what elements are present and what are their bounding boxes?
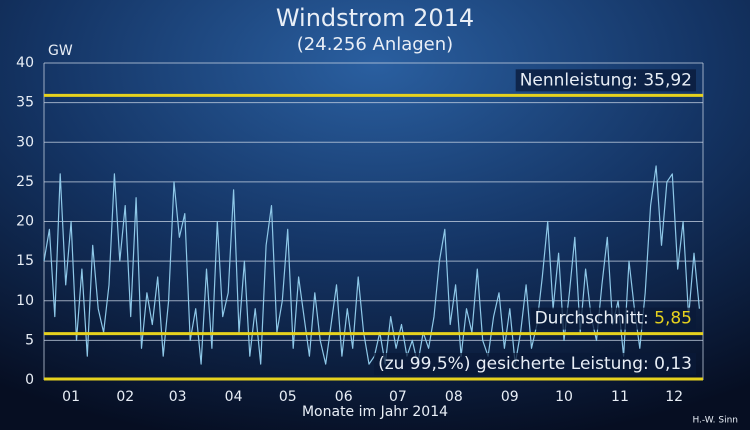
reference-label: (zu 99,5%) gesicherte Leistung: 0,13 xyxy=(378,354,692,374)
y-tick-label: 5 xyxy=(25,332,34,348)
x-tick-label: 01 xyxy=(62,389,80,405)
credit: H.-W. Sinn xyxy=(692,416,738,426)
x-tick-label: 09 xyxy=(501,389,519,405)
y-tick-label: 20 xyxy=(16,214,34,230)
x-tick-label: 03 xyxy=(169,389,187,405)
label-background xyxy=(374,352,696,375)
y-tick-label: 35 xyxy=(16,95,34,111)
y-tick-label: 25 xyxy=(16,174,34,190)
x-tick-label: 07 xyxy=(389,389,407,405)
y-tick-label: 30 xyxy=(16,134,34,150)
reference-label: Durchschnitt: 5,85 xyxy=(535,309,692,329)
reference-label: Nennleistung: 35,92 xyxy=(520,70,692,90)
x-tick-label: 08 xyxy=(445,389,463,405)
reference-value: 35,92 xyxy=(643,70,692,90)
x-tick-label: 11 xyxy=(611,389,629,405)
y-axis-label: GW xyxy=(48,43,73,59)
x-tick-label: 02 xyxy=(116,389,134,405)
chart-title: Windstrom 2014 xyxy=(276,4,474,32)
label-background xyxy=(515,69,696,92)
x-tick-label: 06 xyxy=(335,389,353,405)
label-background xyxy=(530,307,696,330)
y-tick-label: 40 xyxy=(16,55,34,71)
y-tick-label: 10 xyxy=(16,293,34,309)
reference-name: Nennleistung: xyxy=(520,70,638,90)
x-tick-label: 04 xyxy=(225,389,243,405)
y-tick-label: 0 xyxy=(25,372,34,388)
reference-name: (zu 99,5%) gesicherte Leistung: xyxy=(378,354,649,374)
reference-name: Durchschnitt: xyxy=(535,309,649,329)
x-tick-label: 12 xyxy=(665,389,683,405)
x-axis-label: Monate im Jahr 2014 xyxy=(302,404,448,420)
reference-value: 5,85 xyxy=(654,309,692,329)
x-tick-label: 10 xyxy=(555,389,573,405)
chart-subtitle: (24.256 Anlagen) xyxy=(297,34,453,55)
reference-value: 0,13 xyxy=(654,354,692,374)
x-tick-label: 05 xyxy=(279,389,297,405)
y-tick-label: 15 xyxy=(16,253,34,269)
